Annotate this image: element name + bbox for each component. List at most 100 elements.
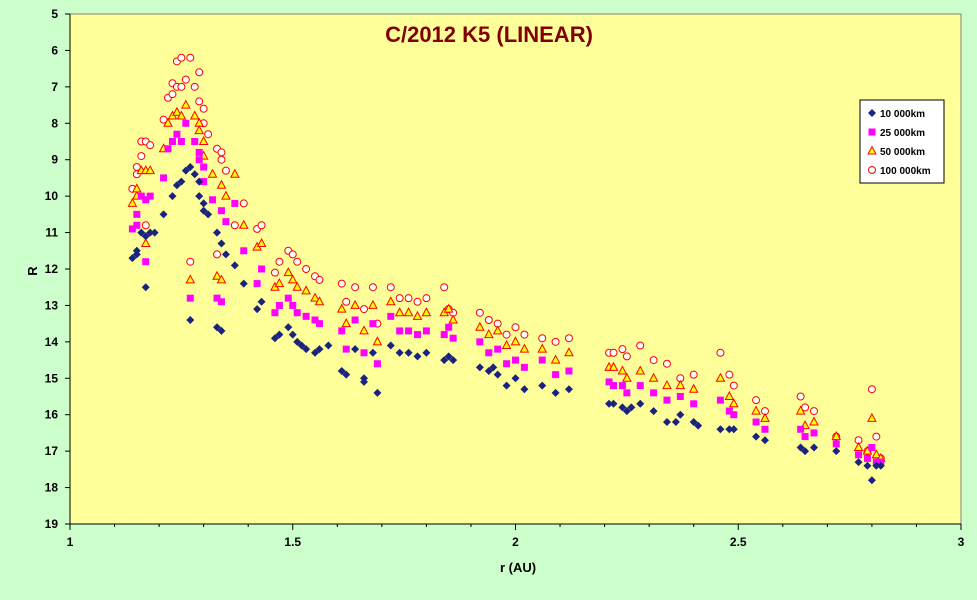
- data-point: [551, 388, 560, 397]
- data-point: [618, 382, 626, 390]
- y-tick-label: 11: [45, 226, 58, 240]
- series-1: [128, 163, 885, 485]
- legend-label: 25 000km: [880, 128, 925, 139]
- data-point: [301, 285, 311, 295]
- data-point: [341, 318, 352, 328]
- data-point: [413, 331, 421, 339]
- data-point: [350, 299, 360, 309]
- data-point: [209, 196, 217, 204]
- data-point: [275, 330, 284, 339]
- data-point: [257, 221, 266, 230]
- data-point: [872, 461, 881, 470]
- data-point: [689, 370, 698, 379]
- data-point: [351, 283, 360, 292]
- data-point: [690, 400, 698, 408]
- data-point: [275, 257, 284, 266]
- data-point: [146, 228, 155, 237]
- data-point: [676, 410, 685, 419]
- data-point: [137, 228, 146, 237]
- data-point: [564, 334, 573, 343]
- data-point: [445, 323, 453, 331]
- data-point: [324, 341, 333, 350]
- legend-label: 100 000km: [880, 166, 931, 177]
- data-point: [177, 82, 186, 91]
- data-point: [271, 309, 279, 317]
- data-point: [293, 309, 301, 317]
- y-tick-label: 10: [45, 189, 59, 203]
- data-point: [797, 425, 805, 433]
- data-point: [519, 343, 530, 353]
- legend-marker: [867, 145, 877, 155]
- data-point: [351, 316, 359, 324]
- data-point: [369, 320, 377, 328]
- data-point: [274, 278, 285, 288]
- data-point: [868, 444, 876, 451]
- data-point: [189, 110, 200, 120]
- data-point: [315, 345, 324, 354]
- data-point: [854, 458, 863, 467]
- data-point: [190, 170, 199, 179]
- data-point: [173, 130, 181, 138]
- data-point: [217, 155, 226, 164]
- series-2: [128, 119, 885, 466]
- data-point: [622, 352, 631, 361]
- data-point: [270, 334, 279, 343]
- data-point: [520, 385, 529, 394]
- data-point: [342, 370, 351, 379]
- chart-title: C/2012 K5 (LINEAR): [385, 22, 593, 47]
- data-point: [186, 163, 195, 171]
- data-point: [728, 398, 739, 408]
- x-axis-title: r (AU): [500, 560, 536, 575]
- data-point: [314, 296, 325, 306]
- data-point: [386, 283, 395, 292]
- plot-area: [69, 13, 962, 525]
- data-point: [832, 440, 840, 448]
- data-point: [222, 218, 230, 226]
- data-point: [448, 314, 458, 324]
- data-point: [449, 356, 458, 365]
- data-point: [489, 363, 498, 372]
- data-point: [627, 403, 636, 412]
- data-point: [724, 390, 735, 400]
- data-point: [867, 385, 876, 394]
- data-point: [221, 166, 230, 175]
- x-tick-label: 1.5: [284, 535, 301, 549]
- data-point: [623, 389, 631, 397]
- data-point: [287, 274, 298, 284]
- data-point: [195, 156, 203, 164]
- data-point: [387, 312, 395, 320]
- data-point: [422, 327, 430, 335]
- data-point: [258, 265, 266, 273]
- data-point: [337, 279, 346, 288]
- data-point: [302, 312, 310, 320]
- data-point: [440, 283, 449, 292]
- data-point: [550, 354, 561, 364]
- data-point: [608, 361, 619, 371]
- data-point: [537, 343, 548, 353]
- x-tick-label: 1: [67, 535, 74, 549]
- data-point: [725, 407, 733, 415]
- data-point: [511, 323, 520, 332]
- data-point: [501, 339, 512, 349]
- data-point: [239, 279, 248, 288]
- data-point: [199, 206, 208, 215]
- y-tick-label: 15: [45, 371, 59, 385]
- data-point: [270, 268, 279, 277]
- data-point: [853, 441, 864, 451]
- data-point: [538, 356, 546, 364]
- data-point: [810, 429, 818, 437]
- legend-marker: [868, 128, 876, 136]
- data-point: [177, 138, 185, 145]
- y-tick-label: 9: [51, 153, 58, 167]
- data-point: [373, 360, 381, 368]
- y-tick-label: 8: [51, 116, 58, 130]
- data-point: [213, 228, 222, 237]
- data-point: [716, 348, 725, 357]
- data-point: [128, 254, 137, 263]
- data-point: [689, 418, 698, 426]
- data-point: [404, 348, 413, 357]
- data-point: [552, 371, 560, 379]
- data-point: [729, 425, 738, 434]
- data-point: [676, 393, 684, 400]
- data-point: [199, 199, 208, 208]
